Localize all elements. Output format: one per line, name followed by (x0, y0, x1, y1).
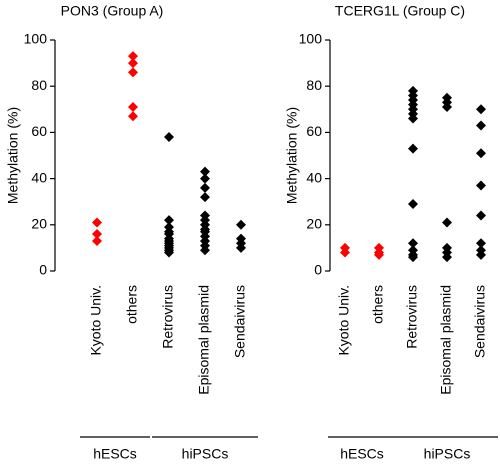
y-axis-label: Methylation (%) (284, 107, 300, 204)
data-point (236, 219, 246, 230)
data-point (408, 143, 418, 154)
x-tick-label: others (124, 285, 140, 324)
data-point (200, 173, 210, 184)
data-point (92, 229, 102, 240)
y-tick-label: 0 (39, 262, 47, 278)
y-tick-label: 100 (299, 31, 323, 47)
y-tick-label: 20 (31, 216, 47, 232)
data-point (200, 192, 210, 203)
data-point (128, 51, 138, 62)
data-point (476, 180, 486, 191)
data-point (92, 235, 102, 246)
y-tick-label: 80 (306, 77, 322, 93)
x-tick-label: Sendaivirus (472, 285, 488, 358)
x-tick-label: Episomal plasmid (438, 285, 454, 395)
y-tick-label: 100 (24, 31, 48, 47)
data-point (200, 166, 210, 177)
data-point (442, 217, 452, 228)
data-point (128, 58, 138, 69)
y-tick-label: 60 (31, 123, 47, 139)
y-tick-label: 80 (31, 77, 47, 93)
data-point (128, 101, 138, 112)
group-label: hESCs (340, 446, 384, 462)
data-point (476, 210, 486, 221)
x-tick-label: Kyoto Univ. (88, 285, 104, 356)
data-point (476, 148, 486, 159)
data-point (164, 215, 174, 226)
data-point (408, 252, 418, 263)
x-tick-label: Retrovirus (404, 285, 420, 349)
x-tick-label: Kyoto Univ. (336, 285, 352, 356)
data-point (408, 238, 418, 249)
data-point (128, 67, 138, 78)
data-point (340, 247, 350, 258)
data-point (476, 120, 486, 131)
data-point (200, 245, 210, 256)
group-label: hiPSCs (182, 446, 229, 462)
data-point (128, 111, 138, 122)
chart-title: PON3 (Group A) (61, 3, 164, 19)
y-tick-label: 40 (306, 169, 322, 185)
data-point (164, 132, 174, 143)
chart-title: TCERG1L (Group C) (335, 3, 465, 19)
y-tick-label: 20 (306, 216, 322, 232)
data-point (442, 101, 452, 112)
data-point (164, 247, 174, 258)
x-tick-label: Sendaivirus (232, 285, 248, 358)
data-point (476, 249, 486, 260)
data-point (476, 104, 486, 115)
data-point (92, 217, 102, 228)
data-point (236, 242, 246, 253)
data-point (408, 113, 418, 124)
group-label: hESCs (93, 446, 137, 462)
data-point (408, 199, 418, 210)
y-tick-label: 0 (314, 262, 322, 278)
data-point (374, 249, 384, 260)
x-tick-label: others (370, 285, 386, 324)
x-tick-label: Retrovirus (160, 285, 176, 349)
x-tick-label: Episomal plasmid (196, 285, 212, 395)
data-point (442, 252, 452, 263)
data-point (476, 238, 486, 249)
y-tick-label: 40 (31, 169, 47, 185)
y-tick-label: 60 (306, 123, 322, 139)
data-point (200, 182, 210, 193)
group-label: hiPSCs (424, 446, 471, 462)
y-axis-label: Methylation (%) (5, 107, 21, 204)
